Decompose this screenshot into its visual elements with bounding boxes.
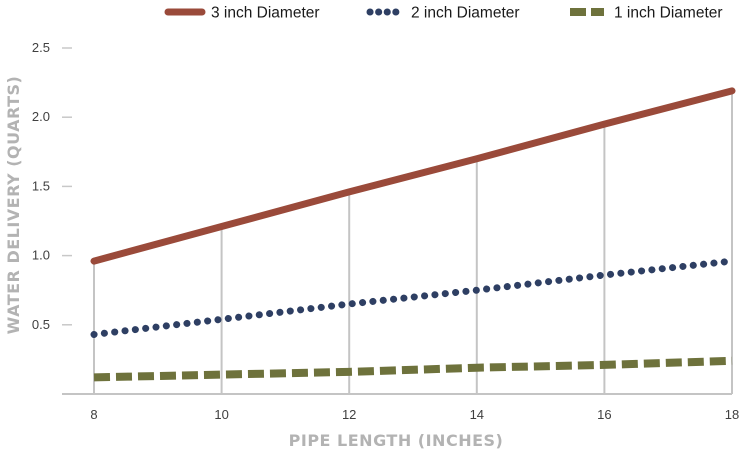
grid-lines: [62, 47, 733, 394]
x-tick-label: 10: [214, 407, 228, 422]
series-line-2: [90, 257, 736, 338]
x-tick-label: 12: [342, 407, 356, 422]
tick-labels: 0.5 1.0 1.5 2.0 2.5 8 10 12 14 16 18: [32, 40, 739, 422]
legend: 3 inch Diameter 2 inch Diameter 1 inch Dia…: [164, 5, 723, 22]
y-tick-label: 1.5: [32, 178, 50, 193]
x-tick-label: 8: [90, 407, 97, 422]
y-tick-label: 0.5: [32, 317, 50, 332]
x-tick-label: 18: [725, 407, 739, 422]
y-tick-label: 2.0: [32, 109, 50, 124]
legend-label-1: 3 inch Diameter: [211, 5, 320, 22]
y-tick-label: 2.5: [32, 40, 50, 55]
x-tick-label: 16: [597, 407, 611, 422]
y-axis-title: WATER DELIVERY (QUARTS): [4, 76, 23, 335]
x-tick-label: 14: [470, 407, 484, 422]
legend-label-3: 1 inch Diameter: [614, 5, 723, 22]
series-line-1: [90, 87, 736, 265]
series-line-3: [93, 356, 733, 382]
x-axis-title: PIPE LENGTH (INCHES): [289, 431, 504, 450]
series-group: [90, 87, 736, 382]
y-tick-label: 1.0: [32, 248, 50, 263]
legend-label-2: 2 inch Diameter: [411, 5, 520, 22]
